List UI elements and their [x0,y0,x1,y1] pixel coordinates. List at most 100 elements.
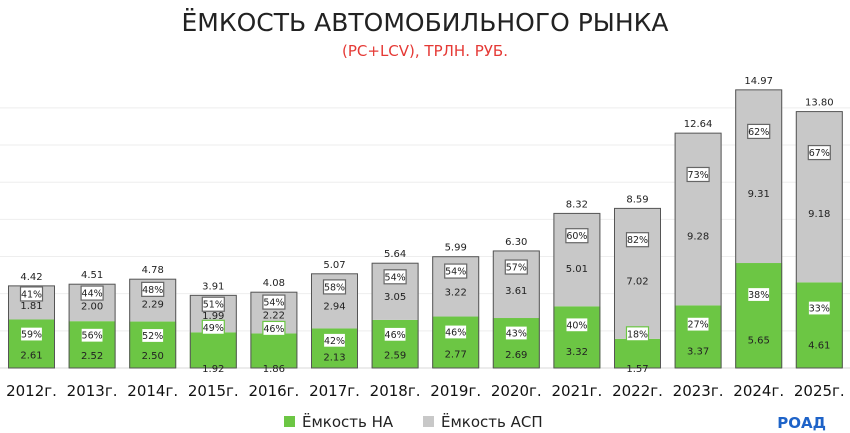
share-label-na-box [625,326,650,342]
share-label-asp: 82% [627,235,648,246]
share-label-asp-box [19,286,44,302]
bar-na [614,338,661,368]
share-label-na: 49% [203,323,224,334]
share-label-asp: 60% [566,231,587,242]
share-label-na-box [141,327,165,344]
bar-group-2024г.: 14.97 38% 5.65 62% 9.31 [735,76,783,369]
x-tick-label: 2025г. [794,382,845,400]
share-label-na: 38% [748,290,769,301]
share-label-na-box [747,286,771,303]
value-label-asp: 3.22 [445,288,467,299]
share-label-asp-box [686,166,710,183]
x-tick-label: 2022г. [612,382,663,400]
share-label-asp-box [201,296,225,312]
value-label-asp: 2.22 [263,310,285,321]
bar-outline [8,285,55,369]
chart-subtitle: (PC+LCV), ТРЛН. РУБ. [342,42,508,60]
bar-outline [614,207,661,369]
total-label: 13.80 [805,98,834,109]
share-label-asp-box [807,144,831,161]
bar-asp [614,208,661,339]
bar-na [735,263,783,368]
value-label-asp: 9.31 [748,189,770,200]
bar-group-2019г.: 5.99 46% 2.77 54% 3.22 [432,243,480,369]
share-label-asp-box [262,294,286,310]
value-label-asp: 2.00 [81,301,103,312]
value-label-na: 1.86 [263,364,285,375]
legend-swatch-asp [423,416,434,427]
bar-outline [68,283,116,369]
x-tick-label: 2014г. [127,382,178,400]
share-label-na: 40% [566,320,587,331]
value-label-na: 2.13 [323,353,345,364]
share-label-asp: 57% [506,263,527,274]
value-label-na: 2.52 [81,351,103,362]
value-label-asp: 5.01 [566,264,588,275]
x-tick-label: 2024г. [733,382,784,400]
bar-group-2020г.: 6.30 43% 2.69 57% 3.61 [492,237,540,369]
share-label-asp: 54% [385,272,406,283]
bar-na [795,282,843,368]
share-label-asp: 44% [82,289,103,300]
bar-outline [129,278,177,369]
bar-group-2014г.: 4.78 52% 2.50 48% 2.29 [129,265,177,369]
bar-group-2021г.: 8.32 40% 3.32 60% 5.01 [553,199,601,369]
share-label-na-box [444,324,468,340]
gridlines [0,107,850,369]
share-label-na: 52% [142,331,163,342]
value-label-asp: 9.18 [808,209,830,220]
share-label-asp-box [80,285,104,301]
bar-outline [432,256,480,369]
x-tick-label: 2016г. [248,382,299,400]
share-label-asp-box [504,259,528,275]
value-label-asp: 7.02 [626,276,648,287]
x-tick-label: 2018г. [370,382,421,400]
bar-asp [553,213,601,307]
x-tick-label: 2020г. [491,382,542,400]
share-label-asp-box [383,269,407,285]
bar-asp [674,133,722,306]
value-label-na: 3.37 [687,347,709,358]
bar-outline [795,111,843,369]
total-label: 3.91 [202,281,224,292]
total-label: 4.78 [142,265,164,276]
bar-group-2017г.: 5.07 42% 2.13 58% 2.94 [311,260,358,369]
bar-outline [674,132,722,369]
value-label-asp: 3.05 [384,292,406,303]
total-label: 5.99 [445,243,467,254]
bar-asp [795,111,843,283]
value-label-asp: 1.81 [20,301,42,312]
bar-outline [553,212,601,369]
share-label-na: 59% [21,330,42,341]
bar-outline [189,294,237,369]
bar-group-2016г.: 4.08 46% 1.86 54%2.22 [250,278,298,375]
bar-outline [492,250,540,369]
bar-group-2022г.: 8.59 18% 1.57 82% 7.02 [614,194,661,375]
bar-outline [371,262,419,369]
share-label-na: 43% [506,329,527,340]
share-label-asp-box [625,232,650,248]
total-label: 4.08 [263,278,285,289]
share-label-asp: 54% [445,267,466,278]
share-label-asp-box [141,281,165,297]
total-label: 4.51 [81,270,103,281]
bar-na [674,305,722,368]
share-label-na-box [686,316,710,332]
share-label-asp: 41% [21,289,42,300]
share-label-na: 33% [809,304,830,315]
bar-group-2023г.: 12.64 27% 3.37 73% 9.28 [674,119,722,369]
x-tick-label: 2021г. [551,382,602,400]
bar-group-2013г.: 4.51 56% 2.52 44%2.00 [68,270,116,369]
x-tick-label: 2019г. [430,382,481,400]
total-label: 6.30 [505,237,527,248]
share-label-na: 18% [627,329,648,340]
chart-title: ЁМКОСТЬ АВТОМОБИЛЬНОГО РЫНКА [182,8,669,37]
share-label-na-box [504,325,528,341]
legend-label-asp: Ёмкость АСП [441,412,543,431]
total-label: 5.64 [384,249,406,260]
share-label-na-box [807,300,831,316]
bar-na [189,332,237,368]
share-label-na-box [201,319,225,335]
total-label: 12.64 [684,119,713,130]
